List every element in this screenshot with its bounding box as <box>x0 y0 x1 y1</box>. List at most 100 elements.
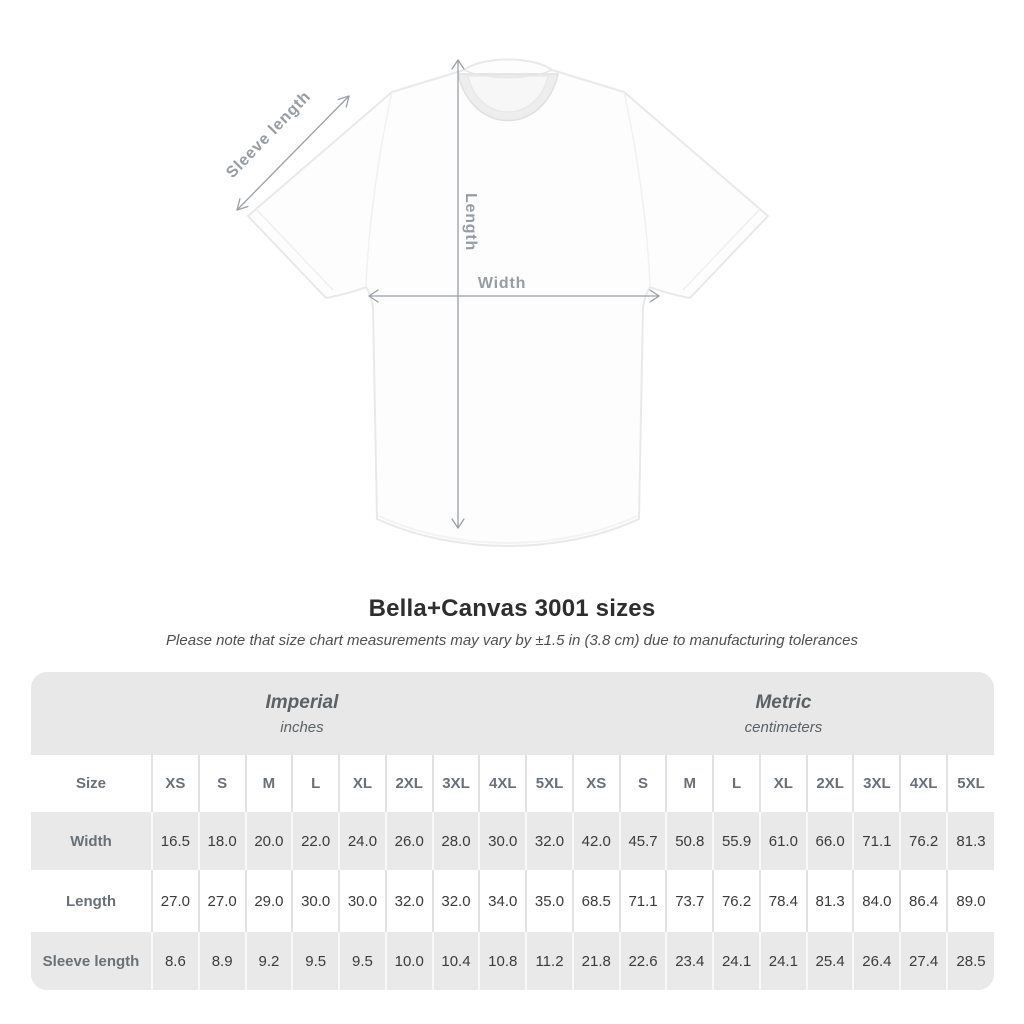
measurement-value-cell: 27.4 <box>899 932 948 990</box>
measurement-value-cell: 45.7 <box>618 812 667 870</box>
measurement-value-cell: 81.3 <box>805 870 854 932</box>
measurement-value-cell: 84.0 <box>852 870 901 932</box>
tshirt-seam-left <box>365 91 393 288</box>
page-title: Bella+Canvas 3001 sizes <box>368 595 656 622</box>
size-column-header: 2XL <box>384 755 433 812</box>
measurement-value-cell: 50.8 <box>665 812 714 870</box>
width-arrowhead-right <box>649 289 660 303</box>
measurement-value-cell: 22.6 <box>618 932 667 990</box>
measurement-value-cell: 24.1 <box>712 932 760 990</box>
size-column-header: 5XL <box>946 755 994 812</box>
sleeve-length-label: Sleeve length <box>223 88 314 181</box>
measurement-value-cell: 32.0 <box>384 870 433 932</box>
measurement-value-cell: 24.0 <box>338 812 386 870</box>
unit-group-subtitle: centimeters <box>744 718 823 736</box>
size-column-header: XS <box>571 755 620 812</box>
tshirt-measurement-diagram: Sleeve length Length Width <box>223 58 769 547</box>
measurement-value-cell: 76.2 <box>899 812 948 870</box>
measurement-value-cell: 26.0 <box>384 812 433 870</box>
measurement-value-cell: 26.4 <box>852 932 901 990</box>
tshirt-diagram-svg: Sleeve length Length Width <box>223 58 769 547</box>
measurement-value-cell: 55.9 <box>712 812 760 870</box>
measurement-value-cell: 30.0 <box>291 870 340 932</box>
measurement-value-cell: 22.0 <box>291 812 340 870</box>
sleeve-arrow-line <box>236 95 350 211</box>
tshirt-cuff-left <box>255 208 334 291</box>
size-column-header: 3XL <box>852 755 901 812</box>
measurement-row-sleeve-length: Sleeve length 8.6 8.9 9.2 9.5 9.5 10.0 10.4 10.8… <box>31 932 994 990</box>
width-arrowhead-left <box>368 289 379 303</box>
measurement-value-cell: 42.0 <box>571 812 620 870</box>
size-column-header: XS <box>151 755 199 812</box>
measurement-value-cell: 24.1 <box>758 932 807 990</box>
length-label: Length <box>462 193 479 251</box>
size-column-header: 4XL <box>478 755 527 812</box>
measurement-value-cell: 23.4 <box>665 932 714 990</box>
measurement-value-cell: 68.5 <box>571 870 620 932</box>
size-column-header: 5XL <box>525 755 573 812</box>
unit-group-title: Metric <box>755 691 812 713</box>
tshirt-cuff-right <box>682 208 761 291</box>
measurement-value-cell: 27.0 <box>197 870 246 932</box>
size-column-header: 4XL <box>899 755 948 812</box>
measurement-value-cell: 10.4 <box>431 932 480 990</box>
sleeve-arrowhead-bottom <box>236 198 249 211</box>
measurement-value-cell: 21.8 <box>571 932 620 990</box>
size-column-header: M <box>665 755 714 812</box>
tshirt-collar-back <box>463 69 553 79</box>
measurement-value-cell: 89.0 <box>946 870 994 932</box>
tolerance-note: Please note that size chart measurements… <box>166 632 858 649</box>
measurement-value-cell: 11.2 <box>525 932 573 990</box>
measurement-value-cell: 27.0 <box>151 870 199 932</box>
measurement-row-label: Length <box>31 870 152 932</box>
size-column-header: 2XL <box>805 755 854 812</box>
measurement-value-cell: 18.0 <box>197 812 246 870</box>
measurement-value-cell: 28.0 <box>431 812 480 870</box>
length-arrowhead-bottom <box>451 518 465 529</box>
measurement-value-cell: 10.8 <box>478 932 527 990</box>
measurement-value-cell: 32.0 <box>525 812 573 870</box>
tshirt-illustration <box>247 58 769 547</box>
tshirt-collar-inner <box>467 75 549 113</box>
measurement-value-cell: 78.4 <box>758 870 807 932</box>
unit-group-header-metric: Metric centimeters <box>573 672 994 755</box>
measurement-value-cell: 32.0 <box>431 870 480 932</box>
size-column-header: S <box>618 755 667 812</box>
measurement-row-width: Width 16.5 18.0 20.0 22.0 24.0 26.0 28.0 30.0 32.… <box>31 812 994 870</box>
length-arrowhead-top <box>451 59 465 70</box>
measurement-value-cell: 9.2 <box>244 932 293 990</box>
measurement-value-cell: 66.0 <box>805 812 854 870</box>
measurement-value-cell: 25.4 <box>805 932 854 990</box>
measurement-row-label: Width <box>31 812 152 870</box>
measurement-value-cell: 10.0 <box>384 932 433 990</box>
measurement-value-cell: 8.6 <box>151 932 199 990</box>
measurement-arrows <box>236 59 660 529</box>
size-column-header: XL <box>338 755 386 812</box>
unit-group-title: Imperial <box>265 691 339 713</box>
size-header-row: Size XS S M L XL 2XL 3XL 4XL 5XL XS S M L XL 2XL 3XL 4XL 5… <box>31 755 994 812</box>
size-column-header: L <box>291 755 340 812</box>
measurement-value-cell: 20.0 <box>244 812 293 870</box>
measurement-value-cell: 29.0 <box>244 870 293 932</box>
measurement-value-cell: 61.0 <box>758 812 807 870</box>
tshirt-seam-right <box>623 91 651 288</box>
measurement-value-cell: 30.0 <box>478 812 527 870</box>
measurement-row-label: Sleeve length <box>31 932 152 990</box>
tshirt-hem-shade <box>378 515 638 545</box>
size-column-header: L <box>712 755 760 812</box>
measurement-value-cell: 73.7 <box>665 870 714 932</box>
unit-group-header-imperial: Imperial inches <box>31 672 573 755</box>
measurement-value-cell: 28.5 <box>946 932 994 990</box>
measurement-value-cell: 35.0 <box>525 870 573 932</box>
measurement-row-length: Length 27.0 27.0 29.0 30.0 30.0 32.0 32.0 34.0 35… <box>31 870 994 932</box>
measurement-value-cell: 71.1 <box>852 812 901 870</box>
unit-band-row: Imperial inches Metric centimeters <box>31 672 994 755</box>
measurement-value-cell: 71.1 <box>618 870 667 932</box>
size-chart-container: Imperial inches Metric centimeters Size XS S M L… <box>31 672 994 990</box>
measurement-value-cell: 8.9 <box>197 932 246 990</box>
size-column-header: S <box>197 755 246 812</box>
size-column-header: M <box>244 755 293 812</box>
width-label: Width <box>478 275 526 292</box>
unit-group-subtitle: inches <box>280 718 324 736</box>
size-header-label: Size <box>31 755 152 812</box>
